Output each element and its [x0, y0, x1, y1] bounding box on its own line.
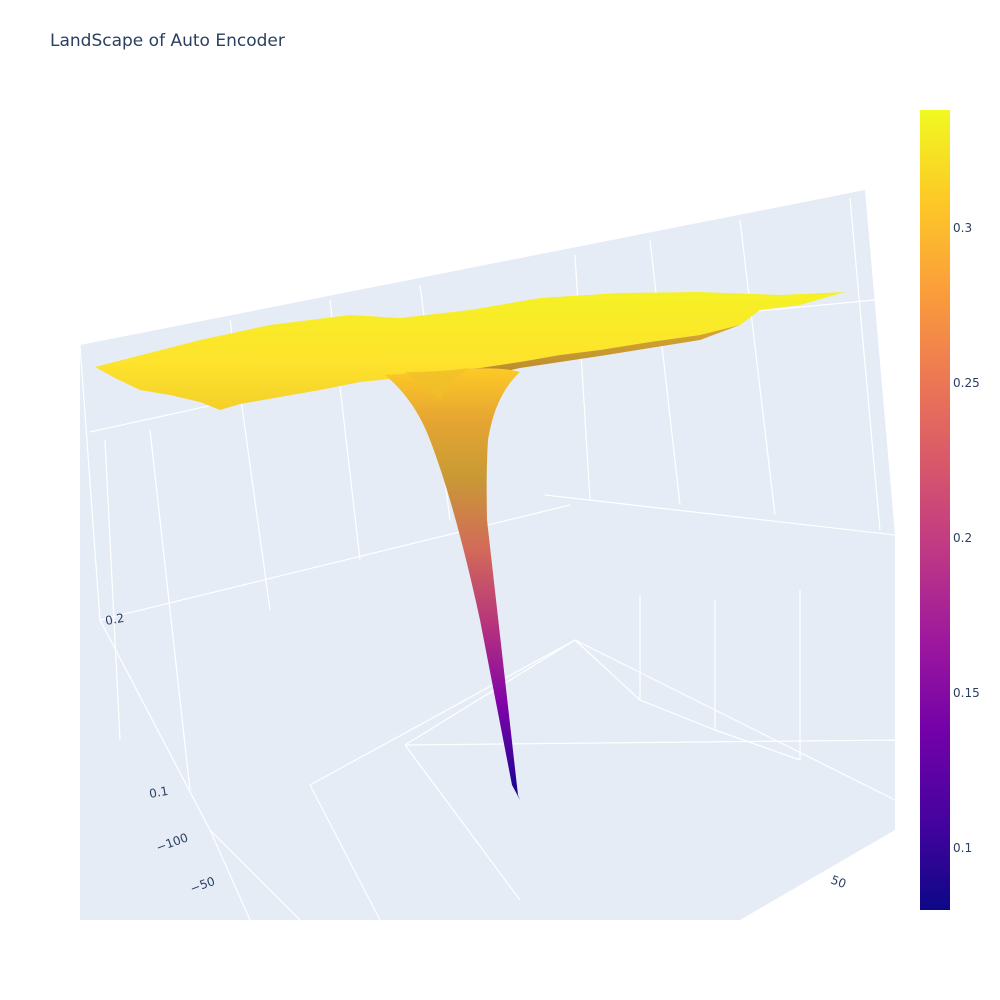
- colorbar-tick-label: 0.1: [953, 841, 972, 855]
- z-tick-label: 0.1: [148, 784, 169, 801]
- surface-valley: [385, 368, 520, 800]
- surface-plot[interactable]: [95, 292, 845, 800]
- colorbar-tick-label: 0.3: [953, 221, 972, 235]
- colorbar-tick-label: 0.2: [953, 531, 972, 545]
- surface-valley-highlight: [405, 368, 470, 400]
- colorbar-tick-label: 0.25: [953, 376, 980, 390]
- z-tick-label: 0.2: [104, 611, 125, 628]
- scene-grid: [79, 197, 896, 921]
- x-tick-label-value-1: 50: [198, 874, 217, 892]
- z-axis-ticks: 0.1 0.2: [104, 611, 169, 801]
- colorbar: 0.1 0.15 0.2 0.25 0.3: [920, 110, 980, 910]
- colorbar-ticks: 0.1 0.15 0.2 0.25 0.3: [953, 221, 980, 855]
- colorbar-gradient: [920, 110, 950, 910]
- colorbar-tick-label: 0.15: [953, 686, 980, 700]
- surface-plateau: [95, 292, 845, 410]
- y-tick-label: 50: [829, 873, 848, 891]
- chart-title: LandScape of Auto Encoder: [50, 31, 285, 51]
- y-axis-ticks: 50: [829, 873, 848, 891]
